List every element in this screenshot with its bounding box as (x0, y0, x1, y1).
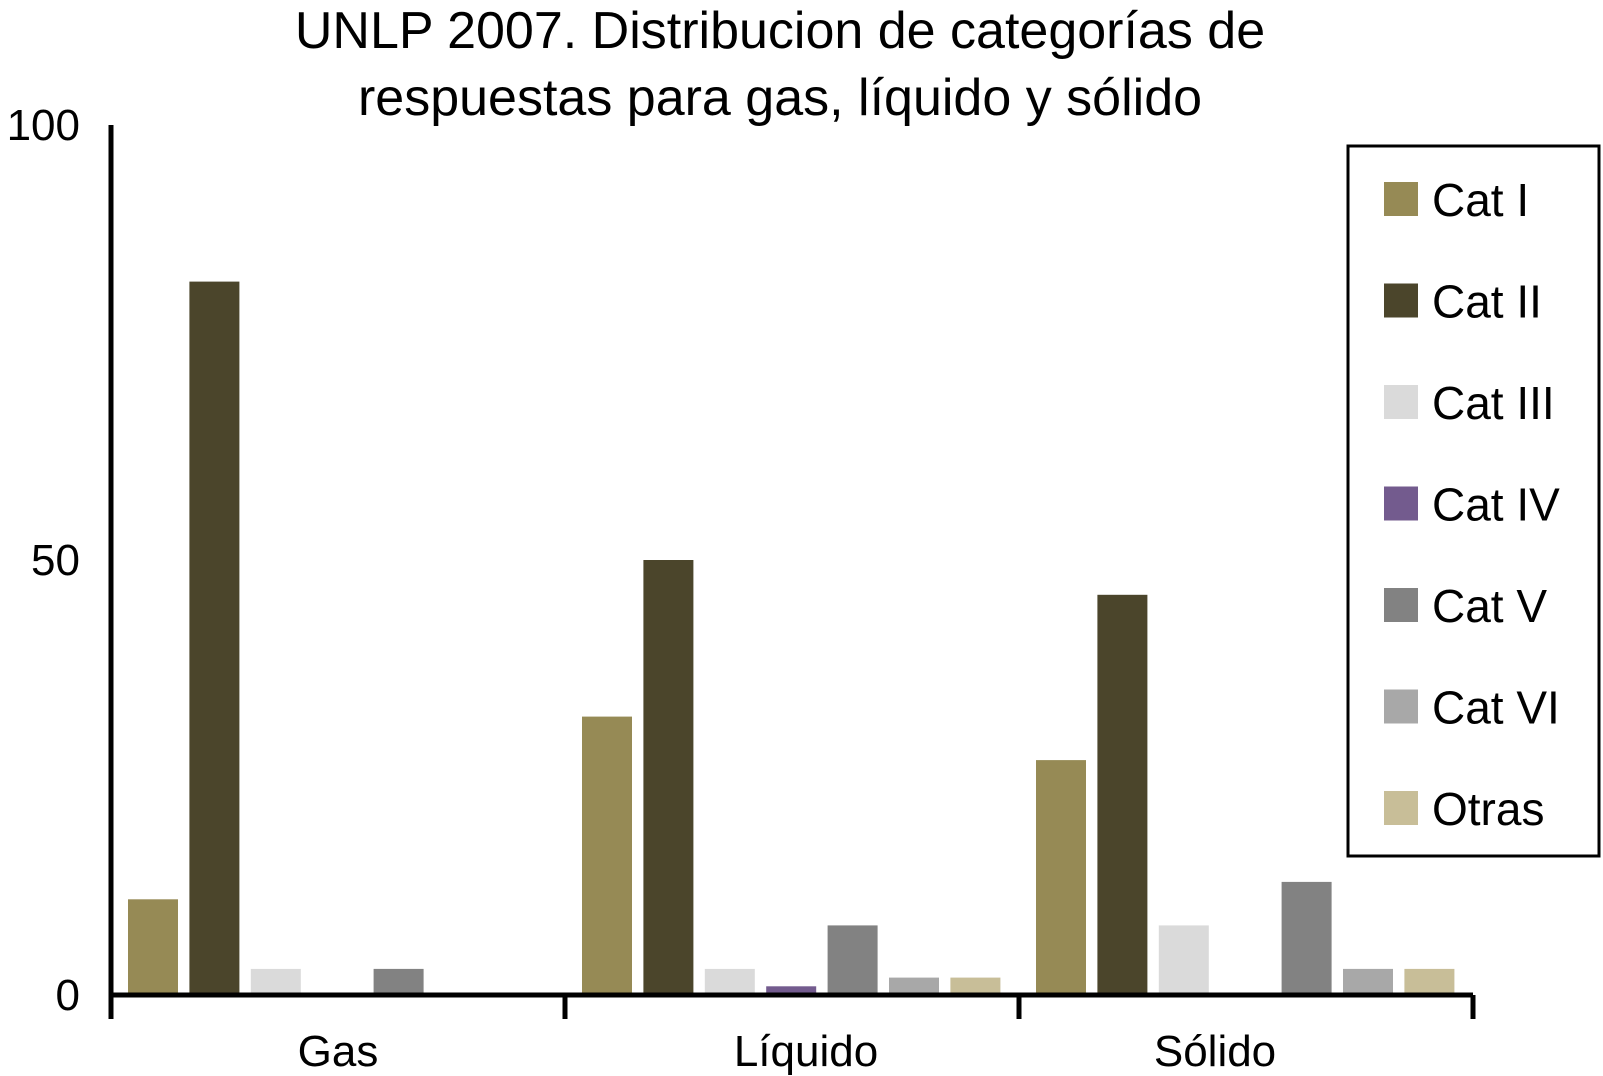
legend-swatch (1384, 486, 1418, 521)
legend-swatch (1384, 385, 1418, 419)
x-category-label: Líquido (734, 1027, 878, 1076)
y-tick-label: 0 (56, 971, 80, 1020)
bar-cat-vi-2 (1343, 968, 1393, 995)
bar-otras-1 (950, 977, 1001, 995)
bar-cat-iv-1 (766, 986, 817, 995)
bar-cat-v-1 (827, 925, 878, 995)
legend-label: Cat V (1432, 580, 1547, 632)
bar-cat-v-0 (373, 968, 424, 995)
bar-cat-ii-0 (189, 281, 240, 996)
legend-swatch (1384, 182, 1418, 216)
bar-cat-iii-0 (250, 968, 301, 995)
legend-swatch (1384, 689, 1418, 724)
legend-label: Cat III (1432, 377, 1555, 429)
bar-cat-ii-2 (1097, 594, 1148, 995)
bar-cat-vi-1 (889, 977, 939, 995)
x-axis-labels: Gas Líquido Sólido (298, 1027, 1277, 1076)
y-tick-label: 100 (7, 101, 80, 150)
chart-title-line-2: respuestas para gas, líquido y sólido (358, 69, 1202, 127)
legend-label: Cat VI (1432, 682, 1560, 734)
bar-cat-iii-2 (1158, 925, 1209, 995)
bar-cat-i-1 (582, 716, 632, 995)
x-axis-ticks (108, 995, 1476, 1019)
x-category-label: Gas (298, 1027, 379, 1076)
bar-cat-i-2 (1036, 760, 1086, 995)
legend-label: Cat IV (1432, 479, 1560, 531)
bar-cat-iii-1 (704, 968, 755, 995)
bar-cat-ii-1 (643, 560, 694, 995)
legend-swatch (1384, 283, 1418, 318)
legend-swatch (1384, 791, 1418, 825)
bars (128, 281, 1455, 996)
chart-title-line-1: UNLP 2007. Distribucion de categorías de (295, 2, 1265, 60)
legend-label: Cat I (1432, 174, 1529, 226)
bar-cat-i-0 (128, 899, 178, 995)
legend-swatch (1384, 588, 1418, 622)
legend-label: Otras (1432, 783, 1544, 835)
y-tick-label: 50 (31, 536, 80, 585)
bar-cat-v-2 (1281, 881, 1332, 995)
x-category-label: Sólido (1154, 1027, 1276, 1076)
legend-label: Cat II (1432, 276, 1542, 328)
bar-otras-2 (1404, 968, 1455, 995)
legend: Cat I Cat II Cat III Cat IV Cat V Cat VI Otras (1346, 144, 1601, 858)
y-axis-ticks: 0 50 100 (7, 101, 80, 1020)
